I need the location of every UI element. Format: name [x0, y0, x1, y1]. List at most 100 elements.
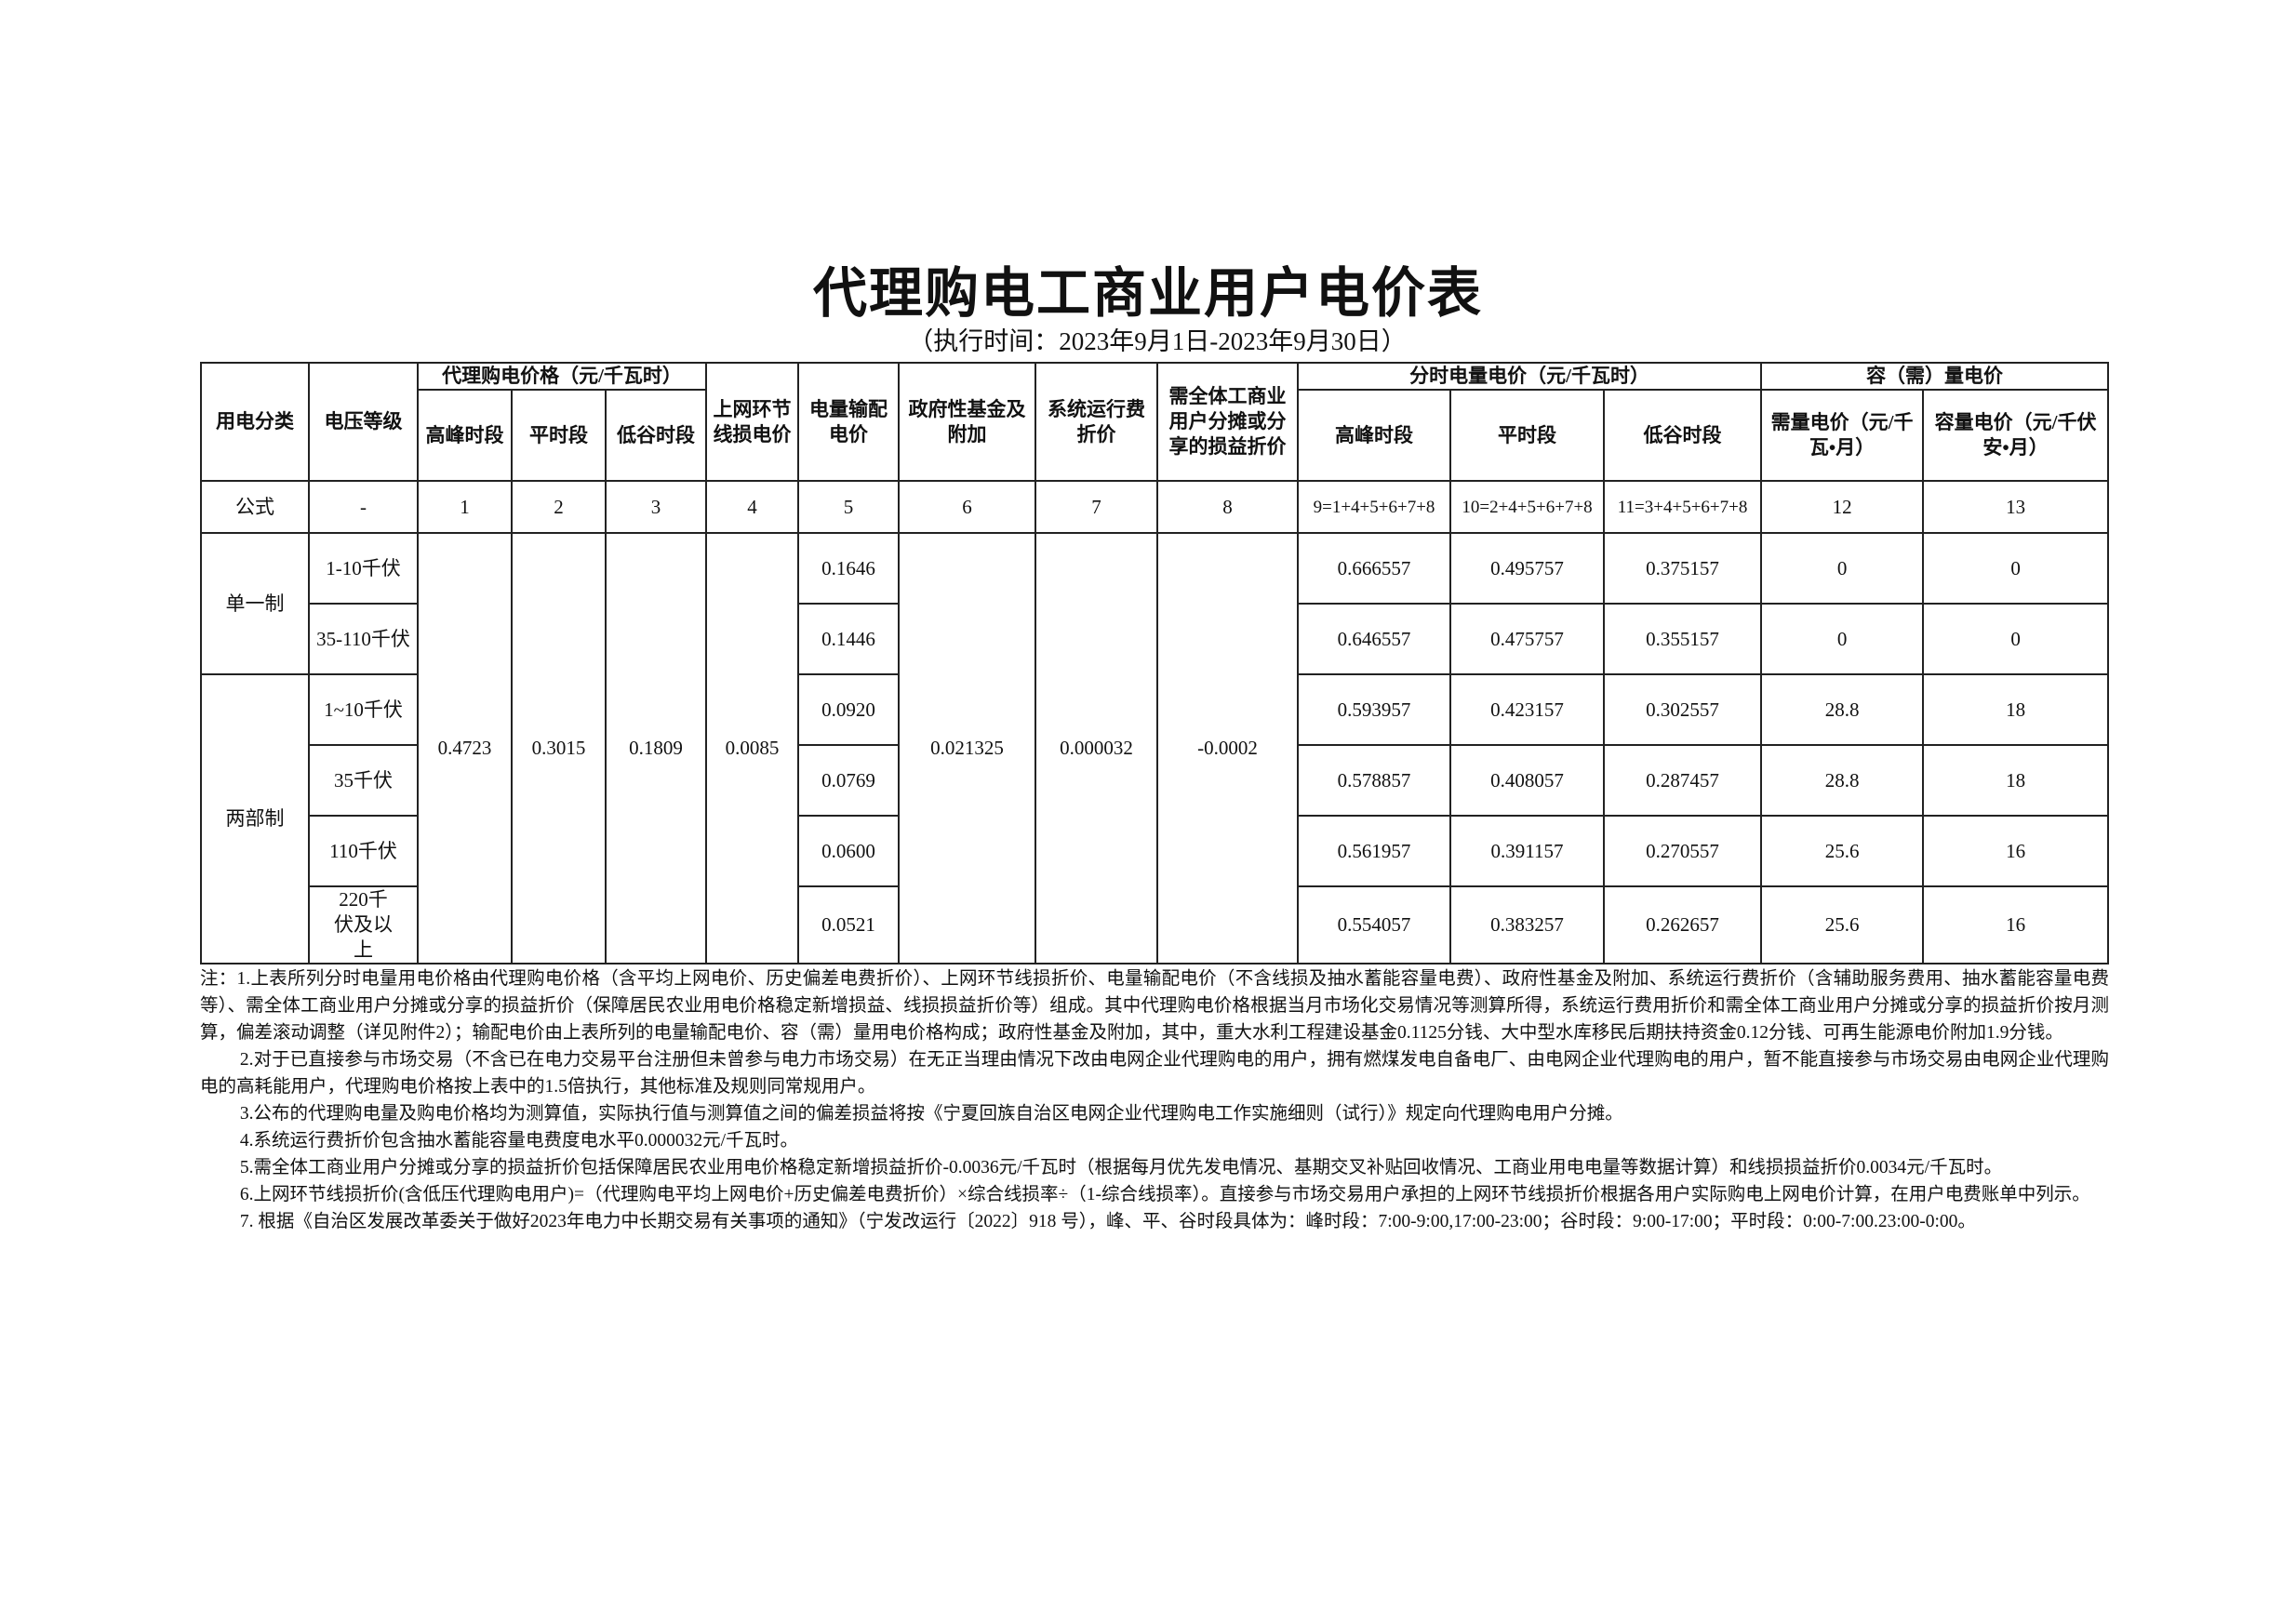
tou-peak-cell: 0.666557 [1297, 532, 1452, 605]
formula-cell: 7 [1035, 480, 1159, 534]
formula-cell: 12 [1760, 480, 1925, 534]
header-tou-flat: 平时段 [1449, 389, 1606, 482]
table-row: 35-110千伏 0.1446 0.646557 0.475757 0.3551… [201, 603, 2110, 675]
formula-cell: 11=3+4+5+6+7+8 [1603, 480, 1763, 534]
gov-fund-cell: 0.021325 [898, 532, 1037, 964]
header-voltage: 电压等级 [308, 362, 419, 482]
tou-valley-cell: 0.302557 [1603, 673, 1763, 746]
note-6: 6.上网环节线损折价(含低压代理购电用户)=（代理购电平均上网电价+历史偏差电费… [239, 1185, 2090, 1204]
formula-cell: 2 [511, 480, 607, 534]
demand-cell: 28.8 [1760, 673, 1925, 746]
tou-flat-cell: 0.495757 [1449, 532, 1606, 605]
execution-period: （执行时间：2023年9月1日-2023年9月30日） [908, 327, 1407, 355]
tou-peak-cell: 0.554057 [1297, 885, 1452, 964]
header-tou-price: 分时电量电价（元/千瓦时） [1297, 362, 1763, 391]
page-title: 代理购电工商业用户电价表 [812, 263, 1483, 324]
demand-cell: 0 [1760, 532, 1925, 605]
tou-peak-cell: 0.646557 [1297, 603, 1452, 675]
demand-cell: 0 [1760, 603, 1925, 675]
demand-cell: 28.8 [1760, 744, 1925, 817]
proxy-flat-cell: 0.3015 [511, 532, 607, 964]
header-demand-price: 需量电价（元/千瓦•月） [1760, 389, 1925, 482]
header-capacity-price: 容量电价（元/千伏安•月） [1922, 389, 2110, 482]
group-single: 单一制 [200, 532, 310, 675]
header-peak: 高峰时段 [417, 389, 513, 482]
header-capacity: 容（需）量电价 [1760, 362, 2110, 391]
note-5: 5.需全体工商业用户分摊或分享的损益折价包括保障居民农业用电价格稳定新增损益折价… [239, 1158, 2003, 1177]
tou-valley-cell: 0.287457 [1603, 744, 1763, 817]
tou-valley-cell: 0.375157 [1603, 532, 1763, 605]
proxy-valley-cell: 0.1809 [604, 532, 708, 964]
formula-row: 公式 - 1 2 3 4 5 6 7 8 9=1+4+5+6+7+8 10=2+… [200, 480, 2110, 534]
tou-peak-cell: 0.578857 [1297, 744, 1452, 817]
demand-cell: 25.6 [1760, 885, 1925, 964]
capacity-cell: 0 [1922, 532, 2110, 605]
capacity-cell: 16 [1922, 815, 2110, 887]
table-row: 110千伏 0.0600 0.561957 0.391157 0.270557 … [201, 815, 2110, 887]
voltage-cell: 1~10千伏 [308, 673, 419, 746]
formula-cell: 13 [1922, 480, 2110, 534]
formula-cell: 4 [705, 480, 800, 534]
table-row: 单一制 1-10千伏 0.4723 0.3015 0.1809 0.0085 0… [200, 532, 2110, 964]
formula-cell: 5 [797, 480, 901, 534]
line-loss-cell: 0.0085 [705, 532, 800, 964]
proxy-peak-cell: 0.4723 [417, 532, 513, 964]
capacity-cell: 18 [1922, 673, 2110, 746]
table-row: 两部制 1~10千伏 0.0920 0.593957 0.423157 0.30… [200, 673, 2110, 964]
transmission-cell: 0.1446 [797, 603, 901, 675]
header-proxy-price: 代理购电价格（元/千瓦时） [416, 362, 708, 391]
table-row: 35千伏 0.0769 0.578857 0.408057 0.287457 2… [201, 744, 2110, 817]
header-valley: 低谷时段 [604, 389, 708, 482]
transmission-cell: 0.1646 [797, 532, 901, 605]
formula-cell: 3 [604, 480, 708, 534]
notes: 注：1.上表所列分时电量用电价格由代理购电价格（含平均上网电价、历史偏差电费折价… [200, 965, 2109, 1235]
transmission-cell: 0.0600 [797, 815, 901, 887]
formula-cell: 9=1+4+5+6+7+8 [1297, 480, 1452, 534]
header-tou-peak: 高峰时段 [1297, 389, 1452, 482]
header-line-loss: 上网环节线损电价 [705, 362, 800, 482]
formula-cell: 1 [417, 480, 513, 534]
table-row: 220千伏及以上 0.0521 0.554057 0.383257 0.2626… [201, 885, 2110, 964]
header-gov-fund: 政府性基金及附加 [898, 362, 1037, 482]
demand-cell: 25.6 [1760, 815, 1925, 887]
capacity-cell: 18 [1922, 744, 2110, 817]
formula-cell: 8 [1156, 480, 1300, 534]
header-system-op: 系统运行费折价 [1035, 362, 1159, 482]
tou-valley-cell: 0.355157 [1603, 603, 1763, 675]
formula-cell: - [308, 480, 419, 534]
transmission-cell: 0.0920 [797, 673, 901, 746]
header-category: 用电分类 [200, 362, 310, 482]
tou-peak-cell: 0.593957 [1297, 673, 1452, 746]
shared-loss-cell: -0.0002 [1156, 532, 1300, 964]
note-4: 4.系统运行费折价包含抽水蓄能容量电费度电水平0.000032元/千瓦时。 [239, 1131, 799, 1151]
header-row: 用电分类 电压等级 代理购电价格（元/千瓦时） 上网环节线损电价 电量输配电价 … [200, 362, 2110, 482]
header-subrow: 高峰时段 平时段 低谷时段 高峰时段 平时段 低谷时段 需量电价（元/千瓦•月）… [201, 389, 2110, 482]
capacity-cell: 0 [1922, 603, 2110, 675]
header-flat: 平时段 [511, 389, 607, 482]
header-transmission: 电量输配电价 [797, 362, 901, 482]
note-1: 注：1.上表所列分时电量用电价格由代理购电价格（含平均上网电价、历史偏差电费折价… [200, 969, 2109, 1043]
tou-flat-cell: 0.391157 [1449, 815, 1606, 887]
tou-flat-cell: 0.408057 [1449, 744, 1606, 817]
tou-flat-cell: 0.475757 [1449, 603, 1606, 675]
tou-flat-cell: 0.383257 [1449, 885, 1606, 964]
tou-valley-cell: 0.270557 [1603, 815, 1763, 887]
header-tou-valley: 低谷时段 [1603, 389, 1763, 482]
voltage-cell: 110千伏 [308, 815, 419, 887]
transmission-cell: 0.0521 [797, 885, 901, 964]
note-7: 7. 根据《自治区发展改革委关于做好2023年电力中长期交易有关事项的通知》（宁… [239, 1212, 1976, 1231]
voltage-cell: 220千伏及以上 [308, 885, 419, 964]
voltage-cell: 35-110千伏 [308, 603, 419, 675]
formula-cell: 6 [898, 480, 1037, 534]
tou-flat-cell: 0.423157 [1449, 673, 1606, 746]
tou-valley-cell: 0.262657 [1603, 885, 1763, 964]
note-2: 2.对于已直接参与市场交易（不含已在电力交易平台注册但未曾参与电力市场交易）在无… [200, 1050, 2109, 1097]
tou-peak-cell: 0.561957 [1297, 815, 1452, 887]
system-op-cell: 0.000032 [1035, 532, 1159, 964]
header-shared-loss: 需全体工商业用户分摊或分享的损益折价 [1156, 362, 1300, 482]
group-two-part: 两部制 [200, 673, 310, 964]
voltage-cell: 1-10千伏 [308, 532, 419, 605]
voltage-cell: 35千伏 [308, 744, 419, 817]
price-table: 用电分类 电压等级 代理购电价格（元/千瓦时） 上网环节线损电价 电量输配电价 … [200, 362, 2110, 964]
formula-cell: 10=2+4+5+6+7+8 [1449, 480, 1606, 534]
